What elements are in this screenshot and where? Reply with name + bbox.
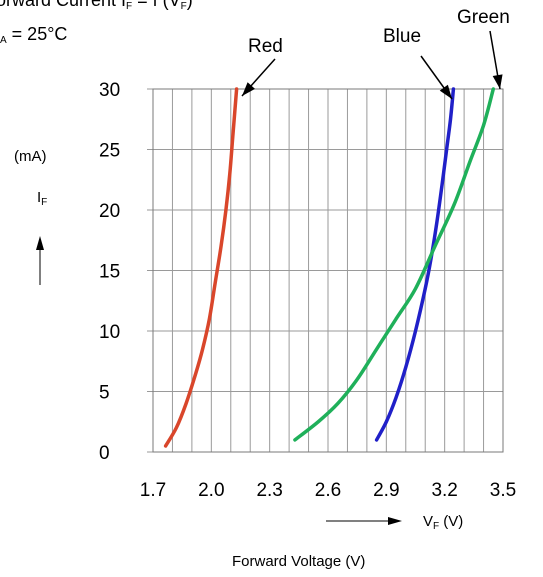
grid — [147, 88, 504, 453]
y-tick-label: 0 — [99, 443, 110, 464]
arrow-red — [241, 58, 276, 97]
title-line2-sub: A — [0, 35, 7, 46]
x-tick-label: 1.7 — [140, 480, 166, 501]
series-line-green — [293, 87, 496, 442]
y-tick-label: 15 — [99, 262, 120, 283]
x-axis-arrow — [326, 517, 402, 525]
x-tick-label: 2.6 — [315, 480, 341, 501]
y-tick-label: 30 — [99, 80, 120, 101]
x-tick-label: 2.0 — [198, 480, 224, 501]
x-tick-label: 3.5 — [490, 480, 516, 501]
title-line2-text: = 25°C — [7, 24, 68, 44]
title-suffix: ) — [187, 0, 193, 10]
x-tick-label: 2.9 — [373, 480, 399, 501]
x-axis-title: Forward Voltage (V) — [232, 553, 365, 570]
series-label-green: Green — [457, 7, 510, 28]
x-tick-label: 3.2 — [431, 480, 457, 501]
y-tick-labels: 0 5 10 15 20 25 30 — [99, 80, 120, 464]
y-tick-label: 10 — [99, 322, 120, 343]
y-axis-label: IF — [37, 189, 47, 208]
arrow-blue — [420, 55, 453, 100]
title-sub: F — [126, 1, 132, 12]
x-tick-labels: 1.7 2.0 2.3 2.6 2.9 3.2 3.5 — [140, 480, 516, 501]
series-arrows — [241, 30, 503, 100]
x-arrow-unit: (V) — [439, 513, 463, 530]
y-axis-arrow — [36, 236, 44, 285]
chart-title-line1: orward Current IF = f (VF) — [0, 0, 193, 12]
x-arrow-label: VF (V) — [423, 513, 463, 532]
series-line-red — [163, 87, 239, 448]
title-prefix: orward Current I — [0, 0, 126, 10]
series-label-red: Red — [248, 36, 283, 57]
y-label-sub: F — [41, 197, 47, 208]
plot-frame — [152, 88, 504, 453]
x-tick-label: 2.3 — [256, 480, 282, 501]
arrow-green — [489, 30, 503, 90]
x-arrow-sub: F — [433, 521, 439, 532]
chart-title-line2: A = 25°C — [0, 24, 67, 46]
y-tick-label: 25 — [99, 141, 120, 162]
y-label-main: I — [37, 189, 41, 206]
series-curves — [163, 87, 496, 448]
series-label-blue: Blue — [383, 26, 421, 47]
y-unit-label: (mA) — [14, 148, 47, 165]
series-line-blue — [374, 87, 456, 442]
title-sub2: F — [181, 1, 187, 12]
y-tick-label: 20 — [99, 201, 120, 222]
title-mid: = f (V — [132, 0, 181, 10]
x-arrow-main: V — [423, 513, 433, 530]
y-tick-label: 5 — [99, 383, 110, 404]
